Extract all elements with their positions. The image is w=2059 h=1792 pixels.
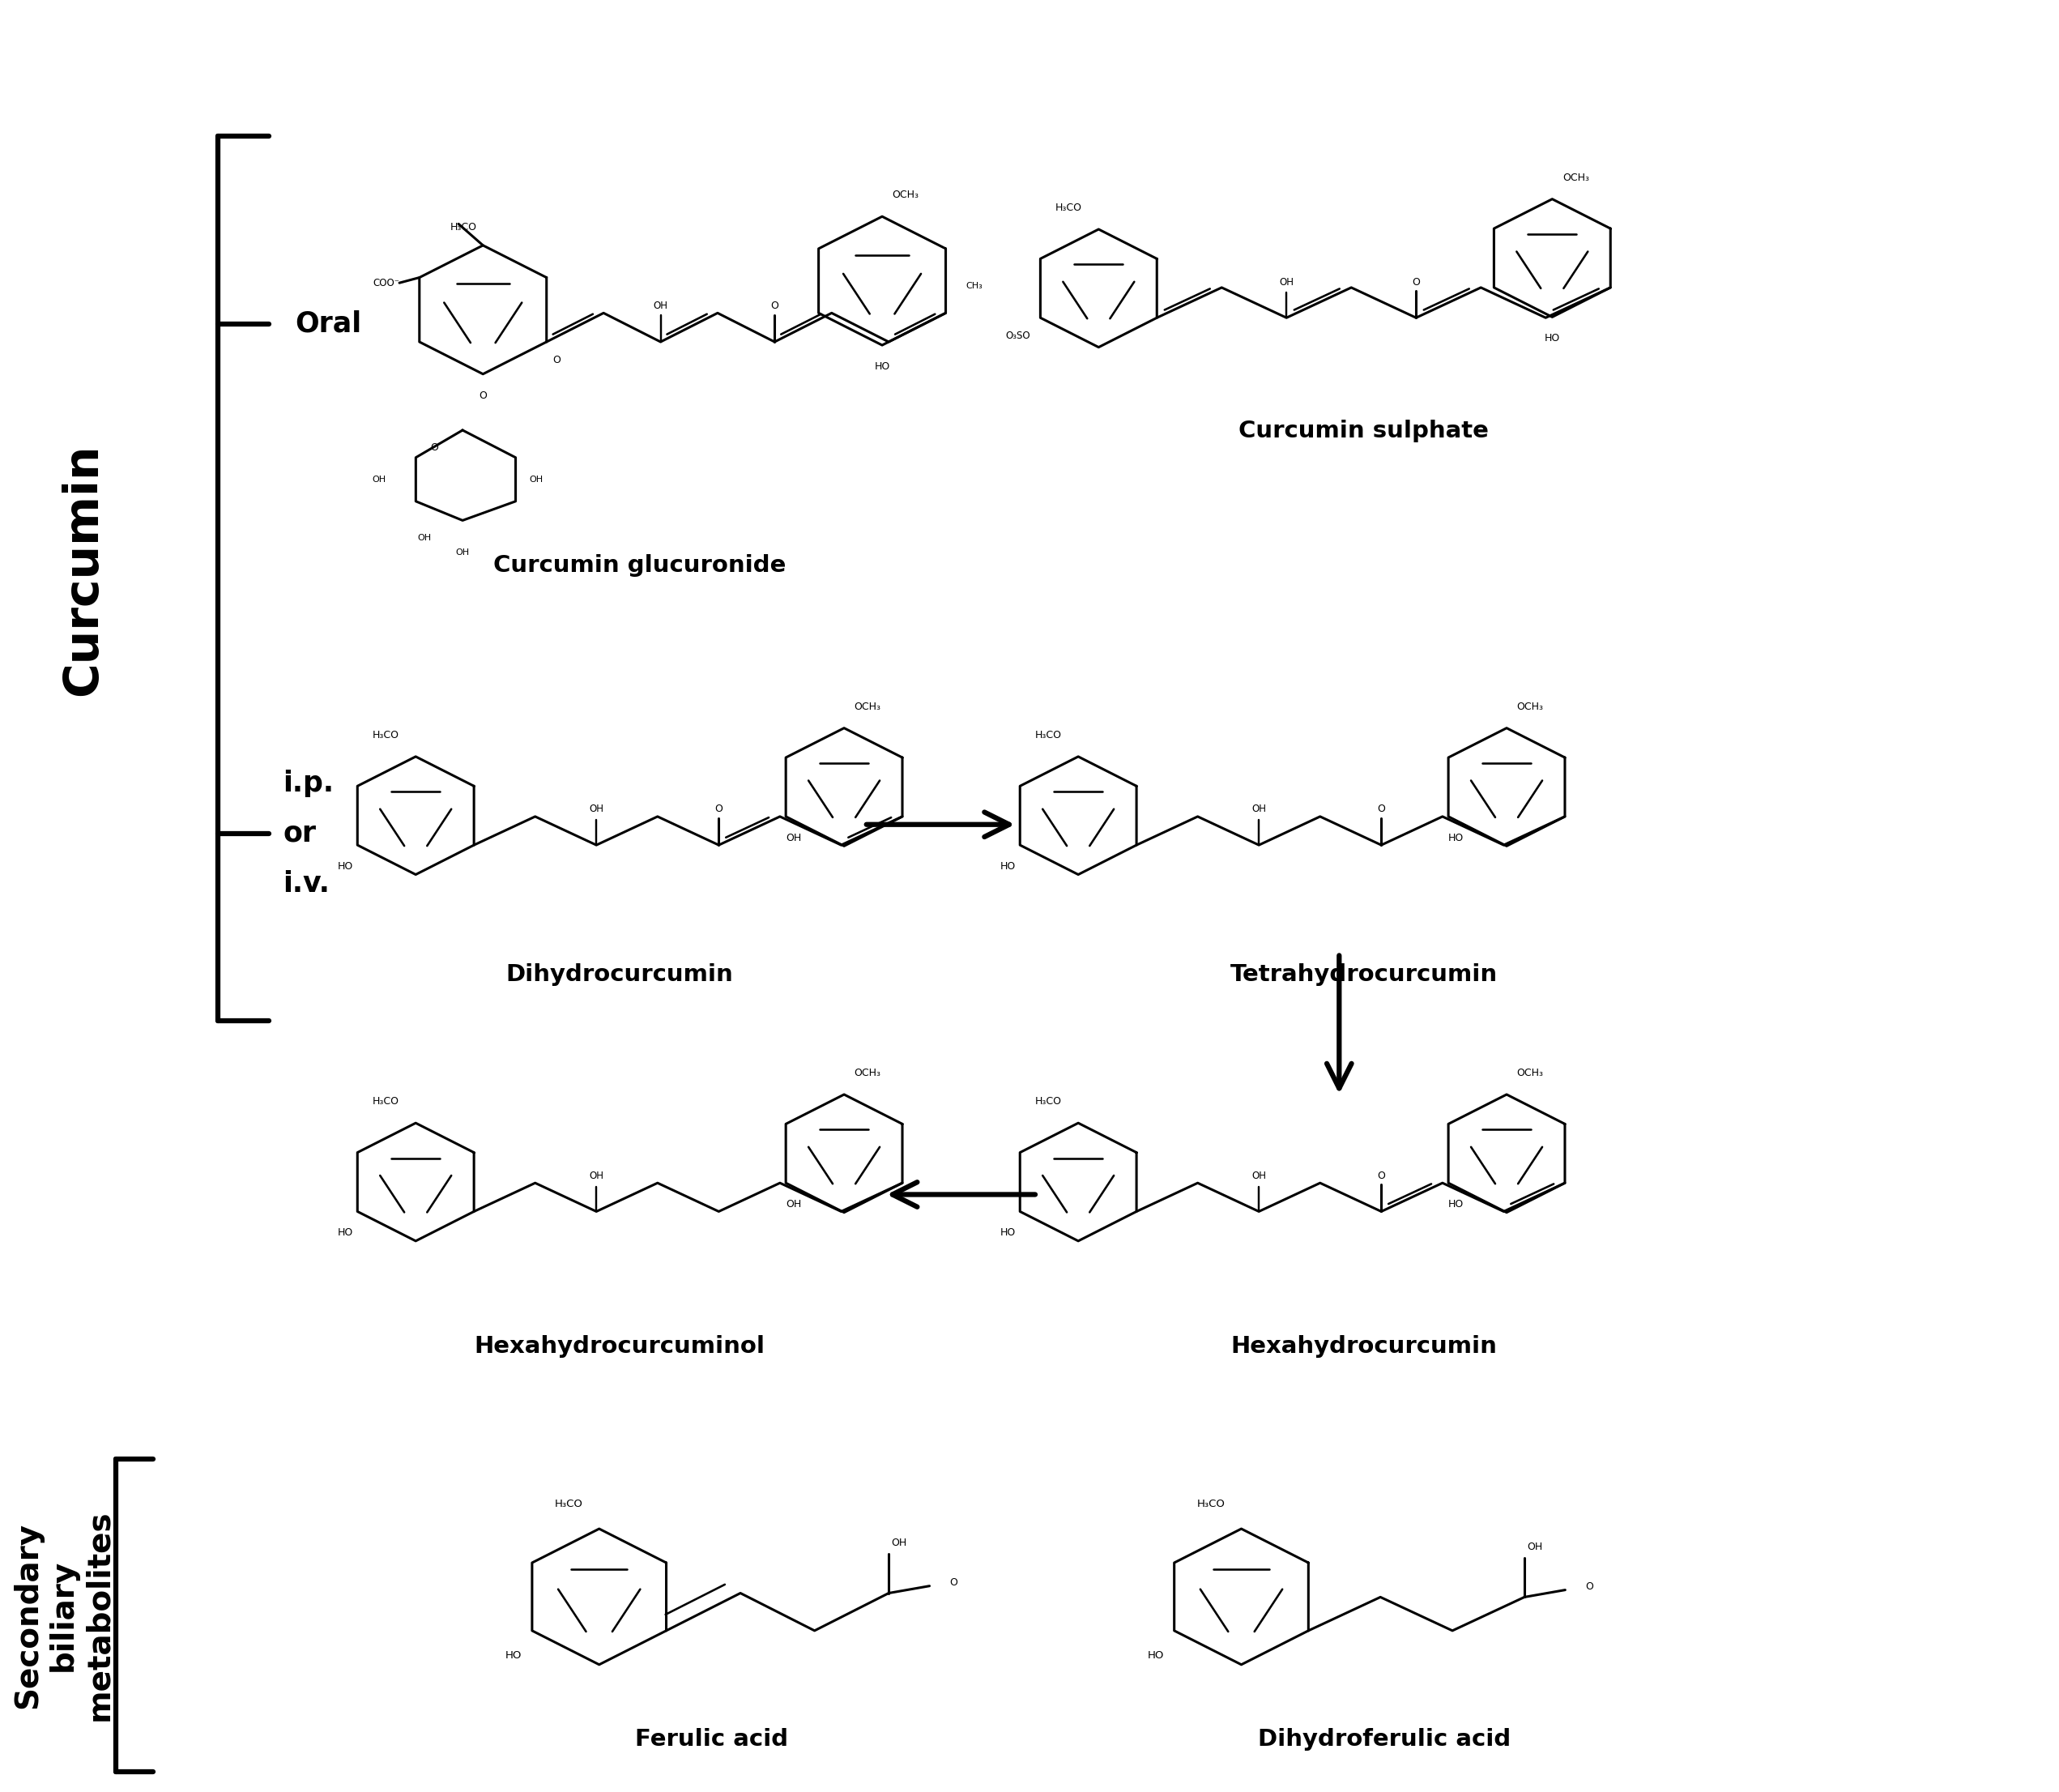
Text: HO: HO bbox=[1447, 833, 1464, 844]
Text: H₃CO: H₃CO bbox=[1056, 202, 1083, 213]
Text: Secondary
biliary
metabolites: Secondary biliary metabolites bbox=[12, 1511, 113, 1720]
Text: HO: HO bbox=[504, 1650, 521, 1661]
Text: i.v.: i.v. bbox=[284, 869, 329, 898]
Text: or: or bbox=[284, 819, 317, 848]
Text: H₃CO: H₃CO bbox=[554, 1498, 583, 1509]
Text: OH: OH bbox=[529, 475, 544, 484]
Text: O: O bbox=[1377, 805, 1386, 815]
Text: H₃CO: H₃CO bbox=[451, 222, 478, 233]
Text: OH: OH bbox=[589, 1170, 603, 1181]
Text: OCH₃: OCH₃ bbox=[892, 190, 918, 201]
Text: Hexahydrocurcumin: Hexahydrocurcumin bbox=[1231, 1335, 1497, 1358]
Text: OH: OH bbox=[787, 1199, 801, 1210]
Text: Curcumin sulphate: Curcumin sulphate bbox=[1240, 419, 1489, 443]
Text: HO: HO bbox=[1544, 333, 1561, 344]
Text: Curcumin glucuronide: Curcumin glucuronide bbox=[494, 554, 787, 577]
Text: OH: OH bbox=[1279, 276, 1293, 287]
Text: OH: OH bbox=[1252, 1170, 1266, 1181]
Text: H₃CO: H₃CO bbox=[373, 729, 399, 740]
Text: Tetrahydrocurcumin: Tetrahydrocurcumin bbox=[1229, 964, 1497, 986]
Text: H₃CO: H₃CO bbox=[1036, 729, 1062, 740]
Text: O₃SO: O₃SO bbox=[1005, 330, 1030, 340]
Text: HO: HO bbox=[1147, 1650, 1163, 1661]
Text: OH: OH bbox=[653, 301, 667, 312]
Text: OCH₃: OCH₃ bbox=[1517, 701, 1544, 711]
Text: Oral: Oral bbox=[294, 310, 362, 337]
Text: Dihydrocurcumin: Dihydrocurcumin bbox=[507, 964, 733, 986]
Text: OCH₃: OCH₃ bbox=[854, 1068, 881, 1079]
Text: O: O bbox=[480, 391, 488, 401]
Text: O: O bbox=[770, 301, 778, 312]
Text: Ferulic acid: Ferulic acid bbox=[634, 1727, 789, 1751]
Text: HO: HO bbox=[875, 362, 889, 373]
Text: OH: OH bbox=[589, 805, 603, 815]
Text: OCH₃: OCH₃ bbox=[854, 701, 881, 711]
Text: OCH₃: OCH₃ bbox=[1563, 172, 1590, 183]
Text: OCH₃: OCH₃ bbox=[1517, 1068, 1544, 1079]
Text: O: O bbox=[949, 1577, 957, 1588]
Text: Curcumin: Curcumin bbox=[60, 444, 107, 695]
Text: i.p.: i.p. bbox=[284, 769, 334, 797]
Text: OH: OH bbox=[787, 833, 801, 844]
Text: HO: HO bbox=[1447, 1199, 1464, 1210]
Text: Dihydroferulic acid: Dihydroferulic acid bbox=[1258, 1727, 1511, 1751]
Text: HO: HO bbox=[1001, 1228, 1015, 1238]
Text: O: O bbox=[430, 443, 439, 453]
Text: CH₃: CH₃ bbox=[966, 281, 982, 290]
Text: OH: OH bbox=[373, 475, 385, 484]
Text: H₃CO: H₃CO bbox=[373, 1097, 399, 1107]
Text: OH: OH bbox=[892, 1538, 906, 1548]
Text: COO⁻: COO⁻ bbox=[373, 278, 399, 289]
Text: H₃CO: H₃CO bbox=[1196, 1498, 1225, 1509]
Text: HO: HO bbox=[338, 1228, 354, 1238]
Text: O: O bbox=[1412, 276, 1421, 287]
Text: H₃CO: H₃CO bbox=[1036, 1097, 1062, 1107]
Text: O: O bbox=[1585, 1581, 1594, 1591]
Text: Hexahydrocurcuminol: Hexahydrocurcuminol bbox=[474, 1335, 766, 1358]
Text: OH: OH bbox=[455, 548, 469, 557]
Text: HO: HO bbox=[1001, 862, 1015, 871]
Text: O: O bbox=[714, 805, 723, 815]
Text: O: O bbox=[1377, 1170, 1386, 1181]
Text: O: O bbox=[552, 355, 560, 366]
Text: OH: OH bbox=[1252, 805, 1266, 815]
Text: OH: OH bbox=[418, 534, 432, 543]
Text: OH: OH bbox=[1528, 1541, 1542, 1552]
Text: HO: HO bbox=[338, 862, 354, 871]
